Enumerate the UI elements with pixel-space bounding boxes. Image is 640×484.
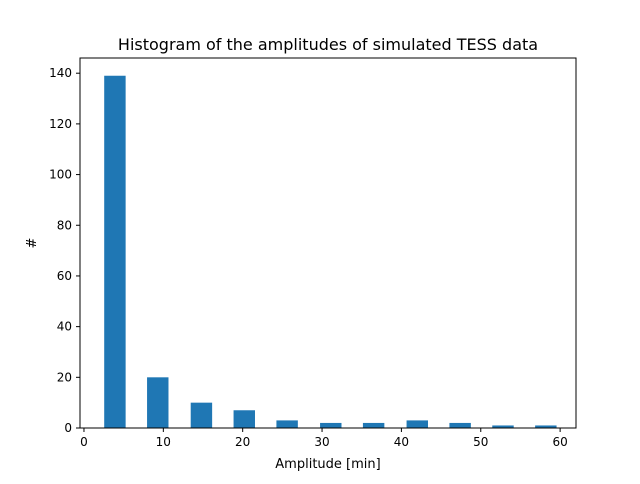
histogram-bar-4 (276, 420, 298, 428)
histogram-bar-10 (535, 425, 557, 428)
histogram-bar-7 (406, 420, 428, 428)
y-tick-label-3: 60 (57, 269, 72, 283)
x-axis-label: Amplitude [min] (275, 457, 380, 472)
histogram-bar-2 (190, 402, 213, 428)
y-axis-label: # (25, 238, 40, 249)
x-ticks-group: 0 10 20 30 40 50 60 (80, 428, 568, 449)
y-ticks-group: 0 20 40 60 80 100 120 140 (49, 66, 80, 435)
y-tick-label-0: 0 (64, 421, 72, 435)
x-tick-label-5: 50 (473, 435, 488, 449)
histogram-bar-5 (320, 422, 342, 428)
y-tick-label-7: 140 (49, 66, 72, 80)
histogram-bar-1 (147, 377, 169, 428)
x-tick-label-6: 60 (552, 435, 567, 449)
x-tick-label-1: 10 (156, 435, 171, 449)
y-tick-label-1: 20 (57, 370, 72, 384)
histogram-bar-6 (362, 422, 385, 428)
y-tick-label-2: 40 (57, 320, 72, 334)
x-tick-label-2: 20 (235, 435, 250, 449)
y-tick-label-5: 100 (49, 168, 72, 182)
histogram-bar-9 (492, 425, 514, 428)
y-tick-label-4: 80 (57, 218, 72, 232)
bars-group (104, 75, 557, 429)
chart-title: Histogram of the amplitudes of simulated… (118, 35, 538, 54)
x-tick-label-0: 0 (80, 435, 88, 449)
x-tick-label-3: 30 (314, 435, 329, 449)
axes-frame (79, 57, 577, 429)
y-tick-label-6: 120 (49, 117, 72, 131)
histogram-bar-0 (104, 75, 126, 429)
histogram-bar-8 (449, 422, 471, 428)
histogram-bar-3 (233, 410, 255, 428)
x-tick-label-4: 40 (394, 435, 409, 449)
